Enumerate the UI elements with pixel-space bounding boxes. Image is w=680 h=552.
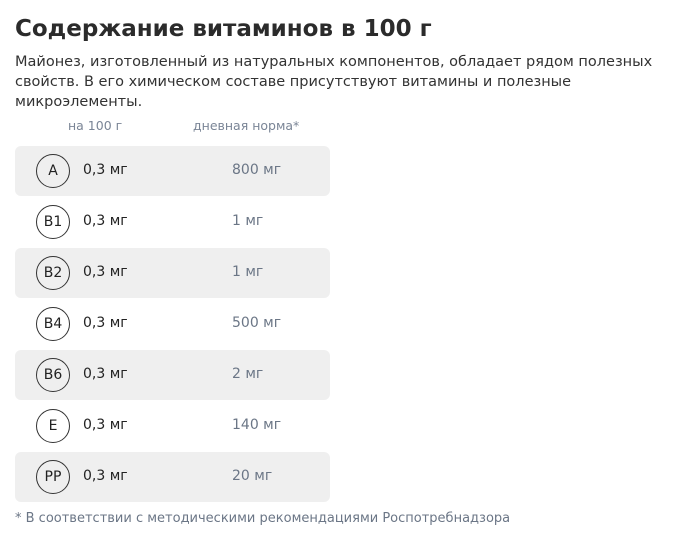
vitamin-badge: E	[36, 409, 70, 443]
vitamin-badge: B6	[36, 358, 70, 392]
daily-norm: 20 мг	[232, 468, 273, 484]
vitamin-badge: A	[36, 154, 70, 188]
vitamin-badge: B4	[36, 307, 70, 341]
value-per-100g: 0,3 мг	[83, 213, 128, 229]
value-per-100g: 0,3 мг	[83, 162, 128, 178]
daily-norm: 2 мг	[232, 366, 264, 382]
table-row: A 0,3 мг 800 мг	[15, 146, 330, 196]
table-row: B6 0,3 мг 2 мг	[15, 350, 330, 400]
table-row: B2 0,3 мг 1 мг	[15, 248, 330, 298]
value-per-100g: 0,3 мг	[83, 366, 128, 382]
value-per-100g: 0,3 мг	[83, 315, 128, 331]
daily-norm: 800 мг	[232, 162, 282, 178]
table-row: E 0,3 мг 140 мг	[15, 401, 330, 451]
description: Майонез, изготовленный из натуральных ко…	[15, 54, 653, 110]
value-per-100g: 0,3 мг	[83, 417, 128, 433]
table-row: B4 0,3 мг 500 мг	[15, 299, 330, 349]
vitamin-table: A 0,3 мг 800 мг B1 0,3 мг 1 мг B2 0,3 мг 1 мг B4 0…	[15, 146, 330, 503]
value-per-100g: 0,3 мг	[83, 468, 128, 484]
daily-norm: 1 мг	[232, 264, 264, 280]
page-title: Содержание витаминов в 100 г	[15, 16, 432, 42]
value-per-100g: 0,3 мг	[83, 264, 128, 280]
table-row: PP 0,3 мг 20 мг	[15, 452, 330, 502]
footnote: * В соответствии с методическими рекомен…	[15, 511, 511, 526]
header-per-100g: на 100 г	[68, 118, 123, 133]
table-row: B1 0,3 мг 1 мг	[15, 197, 330, 247]
daily-norm: 140 мг	[232, 417, 282, 433]
vitamin-badge: PP	[36, 460, 70, 494]
vitamin-badge: B2	[36, 256, 70, 290]
header-daily-norm: дневная норма*	[193, 118, 300, 133]
daily-norm: 1 мг	[232, 213, 264, 229]
daily-norm: 500 мг	[232, 315, 282, 331]
vitamin-badge: B1	[36, 205, 70, 239]
